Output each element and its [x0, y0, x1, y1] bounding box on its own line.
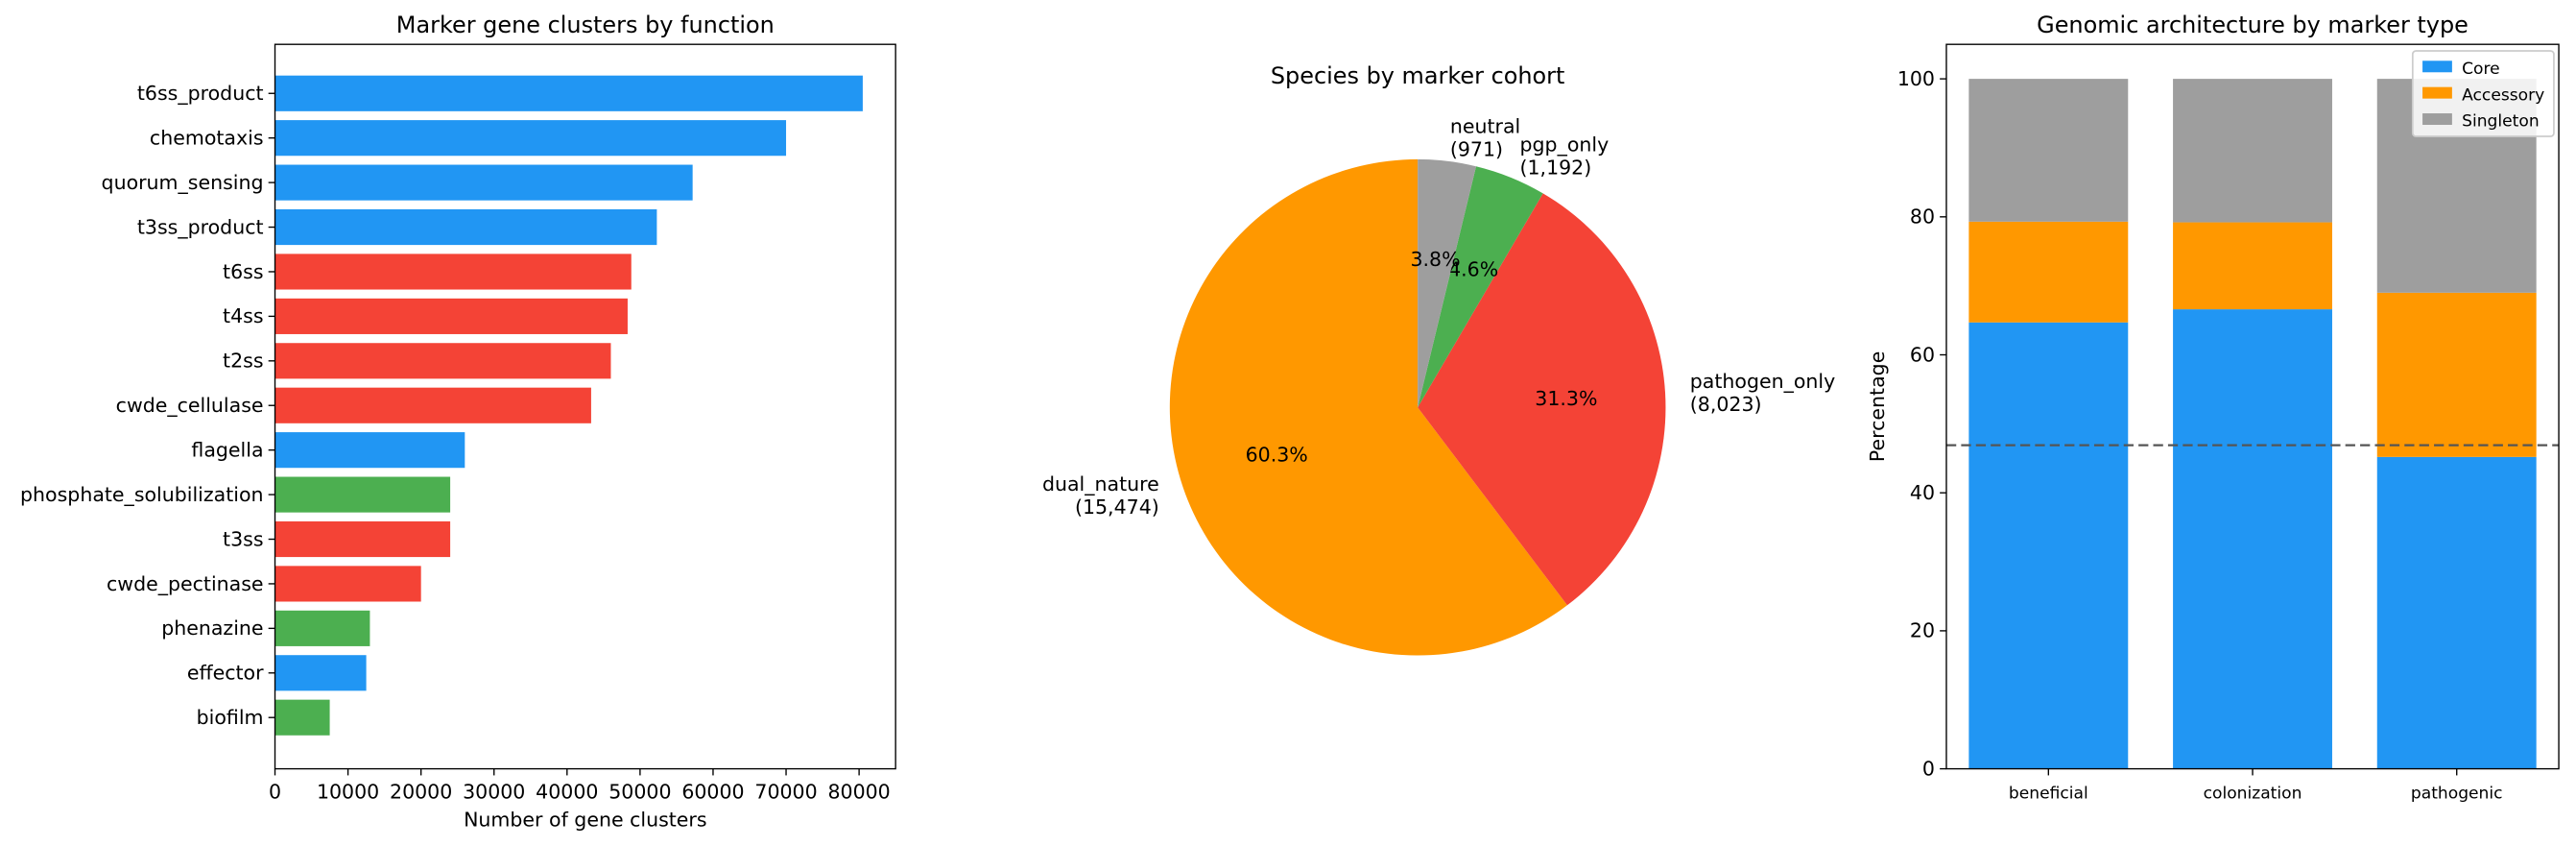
- bar: [274, 298, 628, 334]
- y-tick-label: 0: [1922, 757, 1935, 780]
- bar-segment: [2173, 79, 2332, 223]
- slice-percent: 4.6%: [1448, 257, 1498, 280]
- slice-percent: 60.3%: [1246, 443, 1308, 466]
- bar: [274, 432, 465, 469]
- x-tick-label: colonization: [2204, 784, 2302, 803]
- x-tick-label: 80000: [827, 780, 890, 803]
- x-tick-label: pathogenic: [2411, 784, 2503, 803]
- pie-slice: [1169, 158, 1567, 656]
- y-tick-label: flagella: [191, 439, 263, 462]
- x-tick-label: 30000: [463, 780, 525, 803]
- slice-percent: 3.8%: [1410, 248, 1460, 271]
- legend-label: Accessory: [2462, 85, 2544, 105]
- slice-count: (15,474): [1075, 496, 1159, 519]
- bar: [274, 655, 367, 691]
- y-tick-label: 20: [1910, 619, 1935, 642]
- bar-segment: [1968, 322, 2129, 769]
- chart-title: Marker gene clusters by function: [396, 12, 775, 38]
- x-tick-label: 10000: [317, 780, 379, 803]
- y-tick-label: t2ss: [223, 350, 263, 373]
- bar: [274, 208, 657, 246]
- slice-count: (1,192): [1520, 156, 1592, 179]
- legend-swatch: [2422, 86, 2452, 99]
- y-tick-label: effector: [187, 662, 264, 685]
- x-axis-label: Number of gene clusters: [464, 808, 706, 831]
- y-tick-label: t6ss: [223, 260, 263, 283]
- bar: [274, 120, 787, 157]
- x-tick-label: 70000: [754, 780, 817, 803]
- bar: [274, 254, 632, 290]
- slice-count: (8,023): [1690, 393, 1762, 416]
- chart-title: Genomic architecture by marker type: [2037, 12, 2469, 38]
- bar: [274, 343, 611, 379]
- x-tick-label: 20000: [390, 780, 452, 803]
- pie-slice: [1418, 158, 1476, 408]
- slice-count: (971): [1450, 138, 1503, 161]
- y-tick-label: quorum_sensing: [102, 171, 264, 194]
- y-tick-label: 80: [1910, 205, 1935, 229]
- y-tick-label: 60: [1910, 343, 1935, 366]
- y-tick-label: phosphate_solubilization: [20, 483, 263, 506]
- bar: [274, 610, 370, 646]
- y-tick-label: biofilm: [197, 706, 264, 729]
- x-tick-label: 0: [269, 780, 281, 803]
- x-tick-label: 40000: [536, 780, 598, 803]
- slice-percent: 31.3%: [1535, 387, 1597, 410]
- legend-label: Core: [2462, 60, 2500, 79]
- y-tick-label: t6ss_product: [137, 82, 264, 105]
- x-tick-label: beneficial: [2009, 784, 2088, 803]
- y-tick-label: 40: [1910, 481, 1935, 504]
- bar: [274, 699, 330, 736]
- y-tick-label: t3ss: [223, 527, 263, 550]
- legend-swatch: [2422, 113, 2452, 126]
- slice-label: neutral: [1450, 115, 1520, 138]
- slice-label: pathogen_only: [1690, 370, 1836, 393]
- axes-frame: [1945, 43, 2560, 770]
- y-tick-label: chemotaxis: [150, 127, 264, 150]
- bar: [274, 164, 693, 201]
- y-tick-label: 100: [1897, 67, 1935, 90]
- bar-segment: [2173, 222, 2332, 310]
- y-axis-label: Percentage: [1866, 351, 1889, 462]
- bar: [274, 75, 863, 111]
- bar-segment: [1968, 221, 2129, 323]
- bar-segment: [2173, 309, 2332, 769]
- y-tick-label: t3ss_product: [137, 215, 264, 238]
- legend-label: Singleton: [2462, 112, 2540, 132]
- x-tick-label: 50000: [608, 780, 671, 803]
- y-tick-label: cwde_cellulase: [116, 394, 264, 417]
- y-tick-label: t4ss: [223, 304, 263, 327]
- bar: [274, 387, 591, 423]
- x-tick-label: 60000: [681, 780, 744, 803]
- y-tick-label: cwde_pectinase: [107, 572, 264, 595]
- bar-segment: [2376, 456, 2537, 769]
- slice-label: dual_nature: [1042, 472, 1159, 496]
- slice-label: pgp_only: [1520, 133, 1610, 156]
- chart-title: Species by marker cohort: [1271, 62, 1565, 89]
- bar: [274, 520, 451, 558]
- legend-swatch: [2422, 60, 2452, 73]
- bar-segment: [2376, 292, 2537, 457]
- pie-slice: [1418, 193, 1666, 606]
- bar: [274, 476, 451, 513]
- pie-slice: [1418, 166, 1543, 408]
- bar: [274, 566, 421, 602]
- axes-frame: [274, 43, 896, 770]
- bar-segment: [1968, 79, 2129, 222]
- y-tick-label: phenazine: [161, 616, 263, 640]
